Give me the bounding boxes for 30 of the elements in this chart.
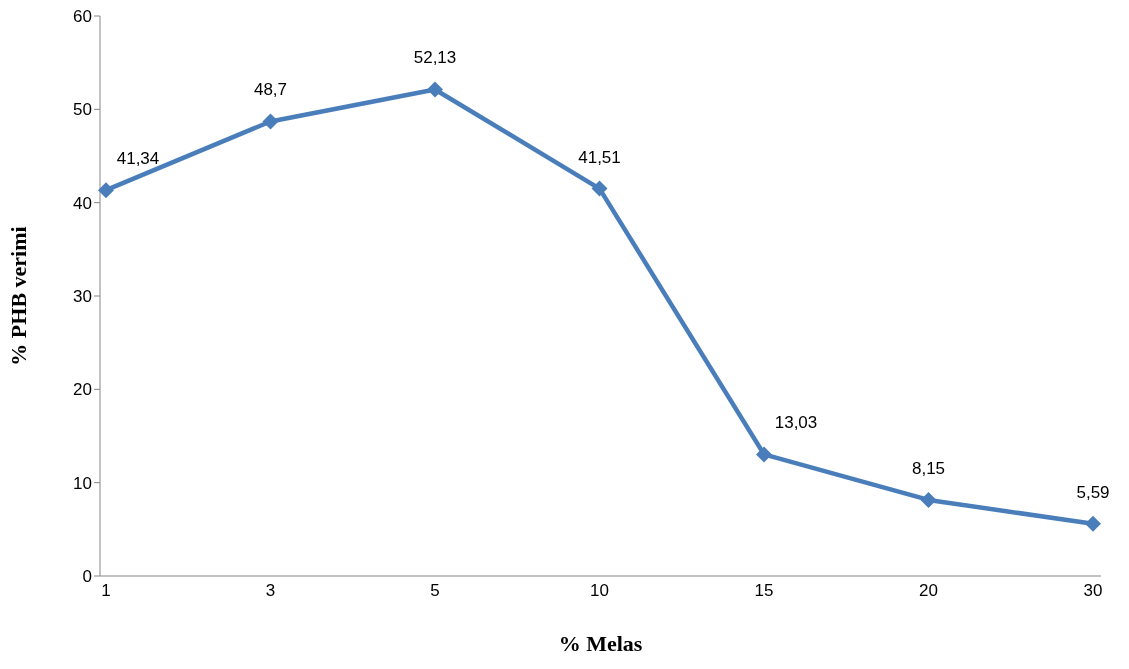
x-tick-label: 5	[430, 581, 440, 601]
point	[756, 446, 772, 463]
y-tick-label: 50	[73, 100, 92, 120]
y-tick-label: 30	[73, 287, 92, 307]
x-tick-label: 15	[754, 581, 774, 601]
x-tick-label: 3	[265, 581, 276, 601]
x-tick-label: 20	[919, 581, 938, 601]
data-label: 52,13	[413, 48, 457, 68]
y-tick-label: 10	[73, 473, 92, 493]
data-label: 48,7	[253, 80, 288, 100]
point	[920, 491, 937, 508]
data-label: 41,51	[578, 147, 621, 167]
x-tick-label: 1	[101, 581, 111, 601]
x-tick-label: 10	[590, 581, 609, 601]
y-tick-label: 60	[73, 7, 92, 27]
y-tick-label: 0	[82, 567, 92, 587]
point	[98, 182, 114, 199]
point	[262, 113, 279, 130]
x-axis-title: % Melas	[558, 631, 643, 656]
data-label: 41,34	[116, 149, 160, 169]
y-tick-label: 40	[73, 193, 92, 213]
y-tick-label: 20	[73, 380, 92, 400]
data-label: 5,59	[1076, 482, 1110, 502]
x-tick-label: 30	[1083, 581, 1103, 601]
point	[1085, 515, 1101, 532]
y-axis-title: % PHB verimi	[5, 226, 31, 366]
point	[591, 180, 608, 197]
point	[427, 81, 443, 98]
data-label: 8,15	[911, 458, 946, 478]
data-label: 13,03	[774, 413, 818, 433]
